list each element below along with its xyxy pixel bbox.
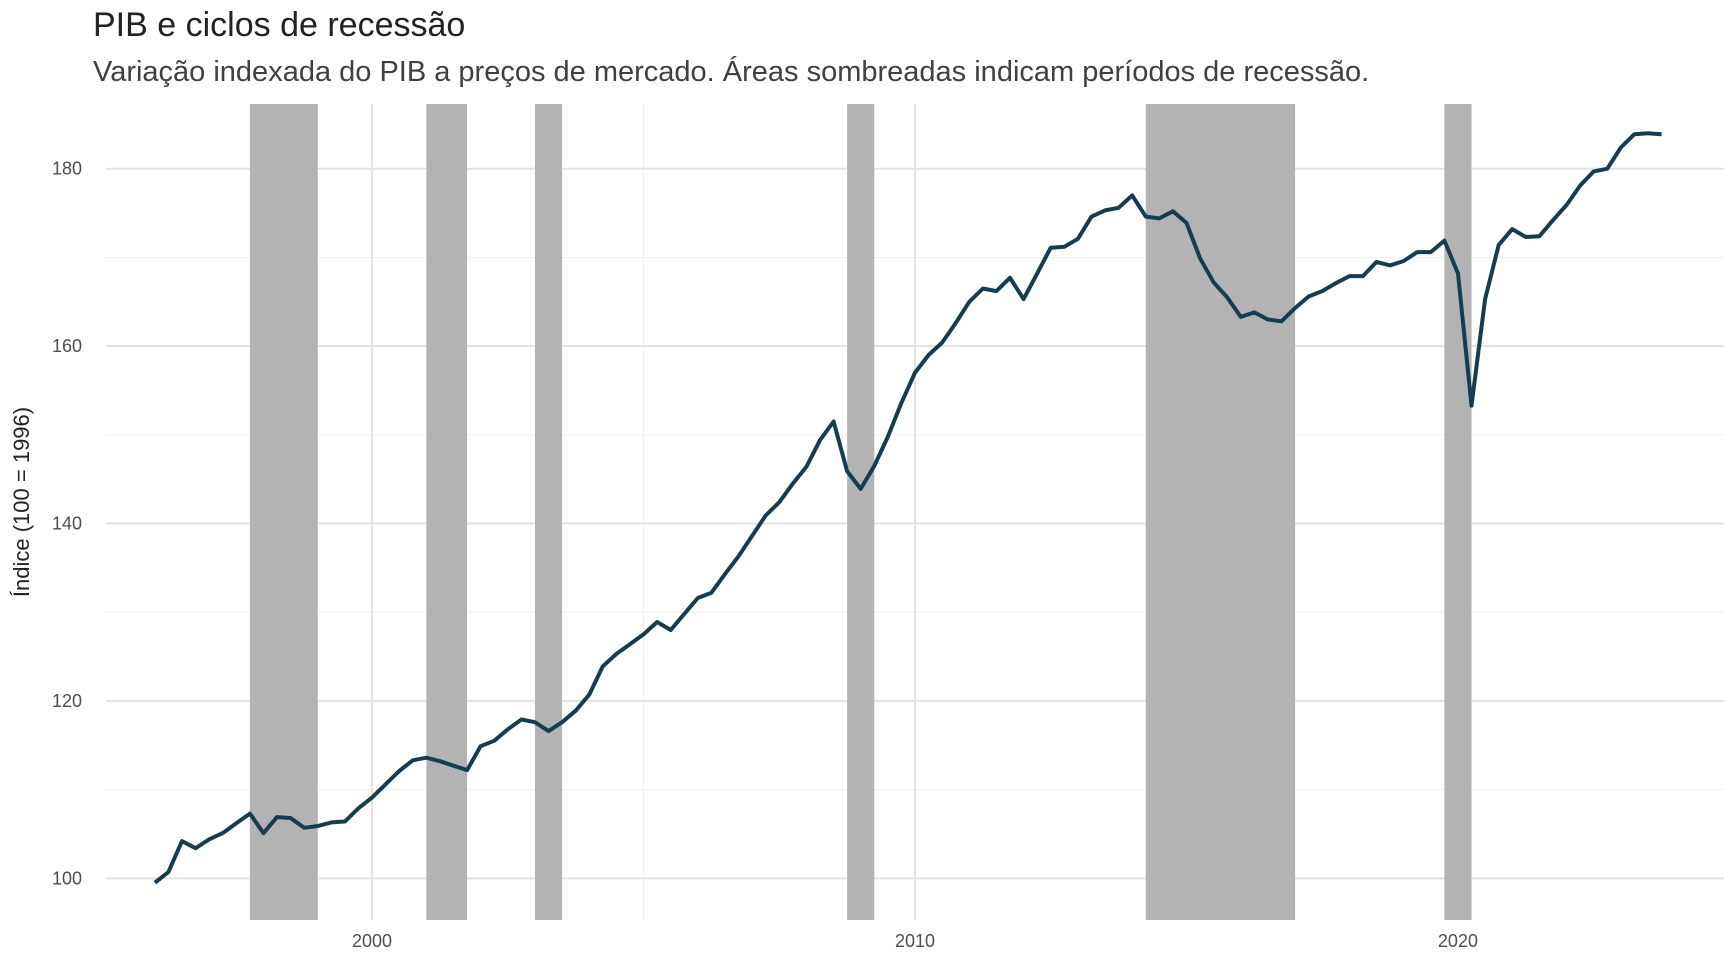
recession-band: [534, 104, 563, 920]
y-tick-label: 120: [52, 691, 82, 711]
recession-band: [1145, 104, 1296, 920]
y-tick-label: 140: [52, 514, 82, 534]
x-tick-label: 2010: [895, 931, 935, 951]
recession-band: [1444, 104, 1472, 920]
x-tick-label: 2020: [1438, 931, 1478, 951]
grid-layer: [106, 104, 1724, 920]
y-axis-title: Índice (100 = 1996): [9, 407, 34, 597]
recession-layer: [249, 104, 1472, 920]
x-tick-label: 2000: [352, 931, 392, 951]
x-axis-ticks: 2000 2010 2020: [352, 931, 1478, 951]
y-axis-ticks: 100 120 140 160 180: [52, 159, 82, 889]
recession-band: [847, 104, 875, 920]
chart-subtitle: Variação indexada do PIB a preços de mer…: [93, 56, 1370, 88]
y-tick-label: 180: [52, 159, 82, 179]
series-line-pib: [153, 131, 1662, 885]
y-tick-label: 160: [52, 336, 82, 356]
recession-band: [249, 104, 318, 920]
chart-title: PIB e ciclos de recessão: [93, 6, 466, 44]
recession-band: [426, 104, 468, 920]
line-layer: [153, 131, 1662, 885]
y-tick-label: 100: [52, 868, 82, 888]
